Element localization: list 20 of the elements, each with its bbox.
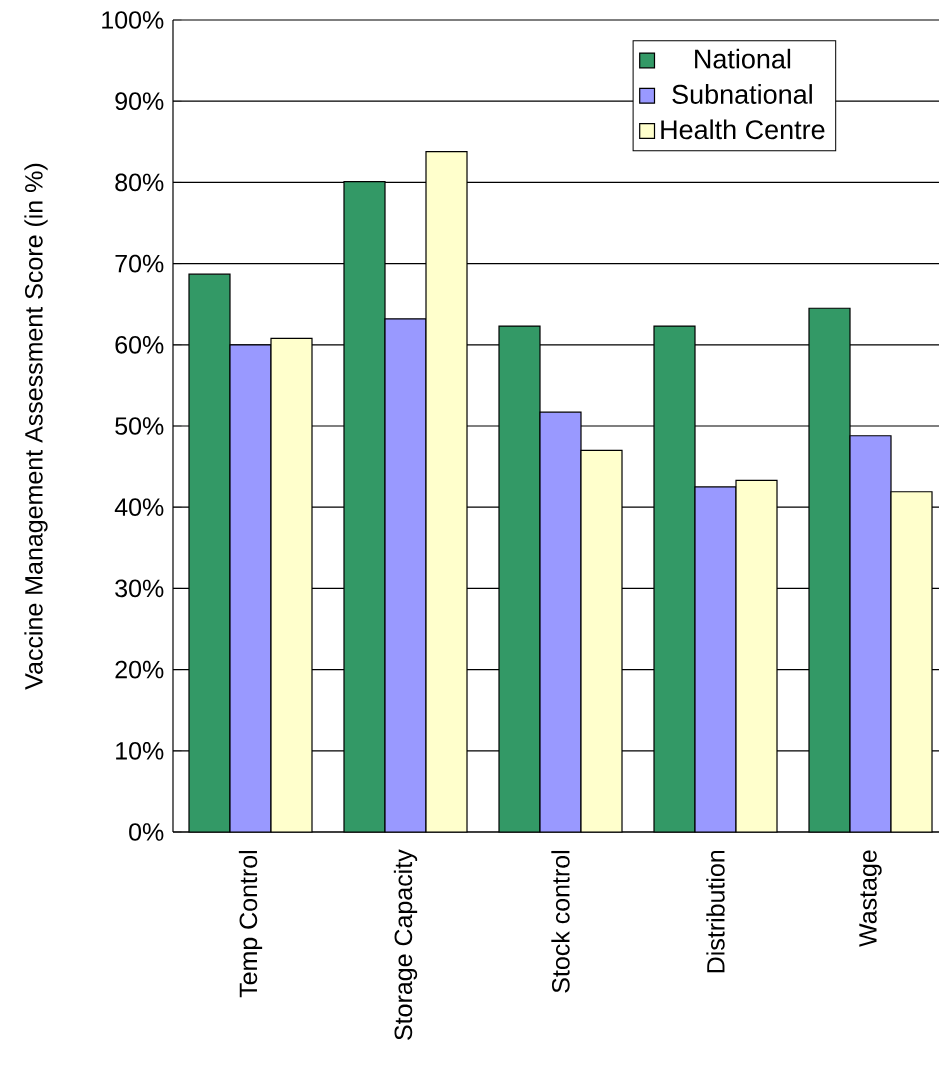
y-axis-title: Vaccine Management Assessment Score (in %) [24,163,48,690]
y-tick-label: 50% [115,417,164,435]
y-tick-label: 60% [115,335,164,354]
x-tick-label: Stock control [551,850,570,993]
y-tick-label: 90% [115,92,164,111]
y-tick-label: 40% [114,498,164,517]
y-tick-label: 0% [129,823,164,841]
x-tick-label: Temp Control [238,850,263,998]
x-tick-label: Distribution [706,850,725,973]
y-tick-label: 30% [115,579,164,598]
y-tick-label: 80% [115,173,164,192]
legend-label: Subnational [672,84,812,104]
y-tick-label: 10% [116,741,164,760]
y-tick-label: 100% [102,11,164,29]
y-tick-label: 70% [115,254,164,273]
x-tick-label: Storage Capacity [393,849,418,1040]
legend-label: Health Centre [661,119,825,140]
legend-label: National [695,48,791,69]
y-tick-label: 20% [115,660,164,679]
x-tick-label: Wastage [859,850,882,947]
